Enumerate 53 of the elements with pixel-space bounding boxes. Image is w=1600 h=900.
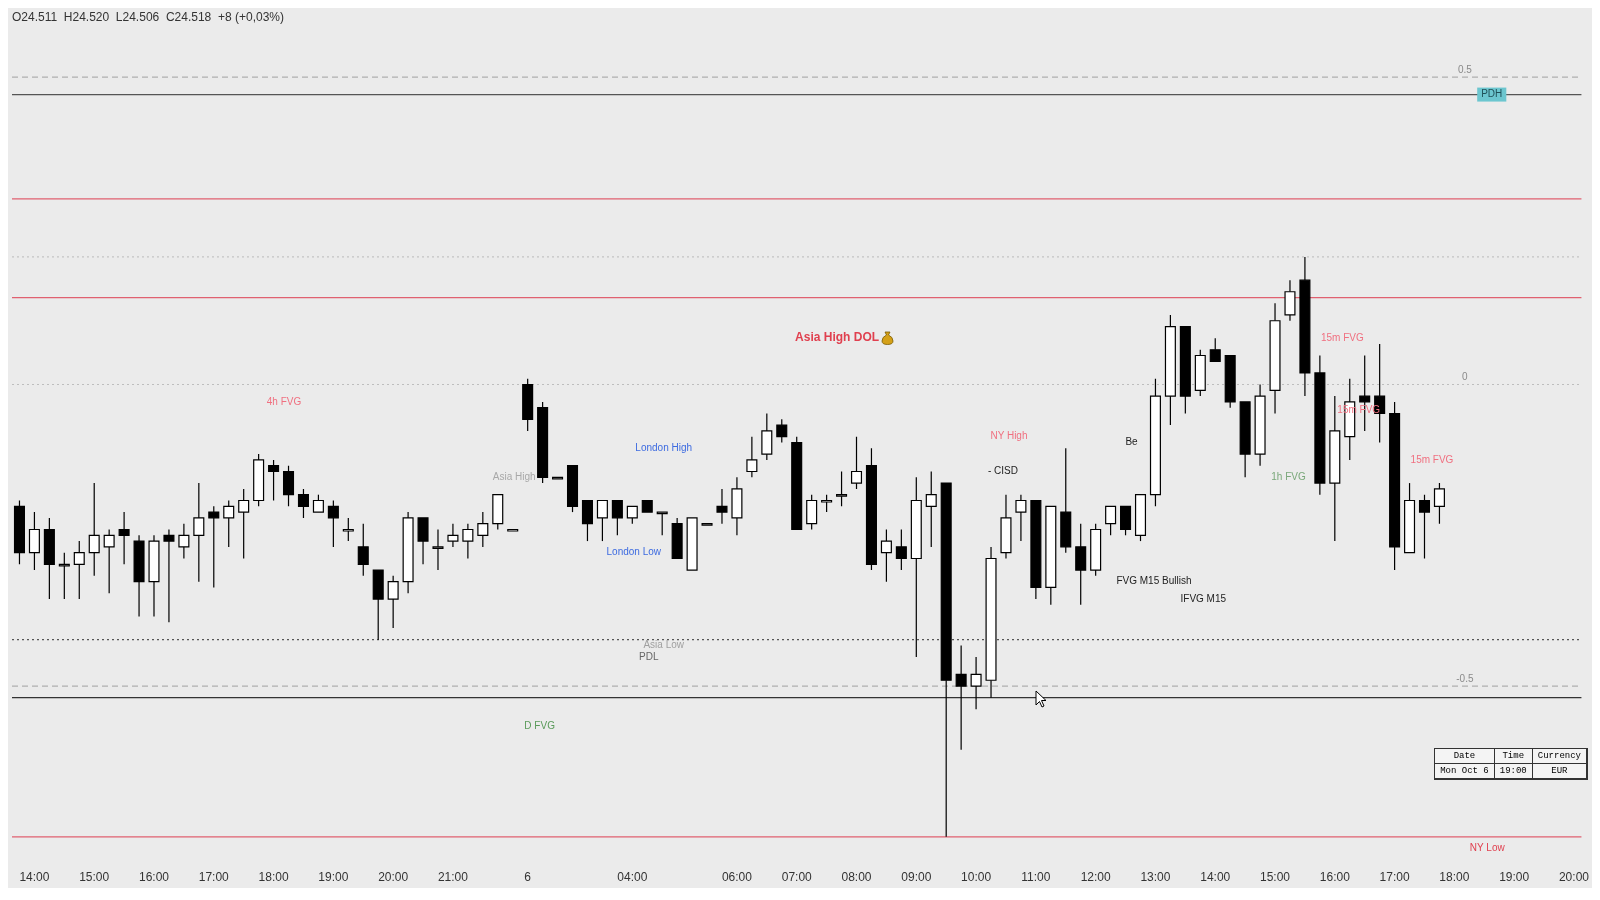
annotation: D FVG [524,720,556,732]
annotation: EUR [1532,764,1587,779]
annotation: IFVG M15 [1180,592,1227,604]
x-tick-label: 17:00 [1379,870,1410,885]
x-tick-label: 18:00 [1439,870,1470,885]
annotation: London Low [606,546,662,558]
x-tick-label: 20:00 [1558,870,1590,885]
x-tick-label: 15:00 [79,870,110,885]
x-tick-label: 14:00 [1200,870,1231,885]
x-tick-label: 21:00 [437,870,469,885]
annotation: -0.5 [1456,672,1474,684]
x-tick-label: 13:00 [1140,870,1171,885]
x-tick-label: 15:00 [1260,870,1291,885]
x-tick-label: 16:00 [1319,870,1351,885]
annotation: 1h FVG [1271,471,1306,483]
annotation: London High [635,442,693,454]
x-tick-label: 20:00 [378,870,409,885]
x-tick-label: 14:00 [19,870,50,885]
annotation: Mon Oct 6 [1435,764,1495,779]
annotation: Time [1494,749,1533,764]
annotation: - CISD [987,465,1018,477]
text: NY Low [1469,842,1506,854]
annotation: NY High [990,430,1028,442]
x-tick-label: 18:00 [258,870,289,885]
annotation: 15m FVG [1410,453,1454,465]
x-tick-label: 6 [524,870,532,885]
x-tick-label: 08:00 [841,870,872,885]
x-tick-label: 19:00 [318,870,349,885]
annotation: Date [1435,749,1495,764]
annotation: 4h FVG [266,395,302,407]
x-tick-label: 16:00 [138,870,170,885]
annotation: Currency [1532,749,1587,764]
annotation: Asia High [492,471,536,483]
x-tick-label: 11:00 [1021,870,1051,885]
annotation: Asia High DOL [795,330,880,345]
x-tick-label: 10:00 [961,870,992,885]
annotation: 0 [1462,371,1469,383]
chart-title: O24.511 H24.520 L24.506 C24.518 +8 (+0,03%) [12,9,284,24]
x-tick-label: 12:00 [1080,870,1111,885]
x-tick-label: 19:00 [1499,870,1530,885]
x-tick-label: 06:00 [721,870,753,885]
annotation: FVG M15 Bullish [1116,575,1192,587]
annotation: PDL [639,650,659,662]
annotation: Asia Low [643,639,685,651]
ref-line-label: PDH [1481,88,1503,100]
annotation: 15m FVG [1320,331,1364,343]
x-tick-label: 07:00 [781,870,813,885]
annotation: 0.5 [1457,63,1473,75]
x-tick-label: 04:00 [617,870,648,885]
annotation: Be [1125,436,1139,448]
annotation: 19:00 [1494,764,1533,779]
x-tick-label: 09:00 [901,870,932,885]
x-tick-label: 17:00 [198,870,230,885]
